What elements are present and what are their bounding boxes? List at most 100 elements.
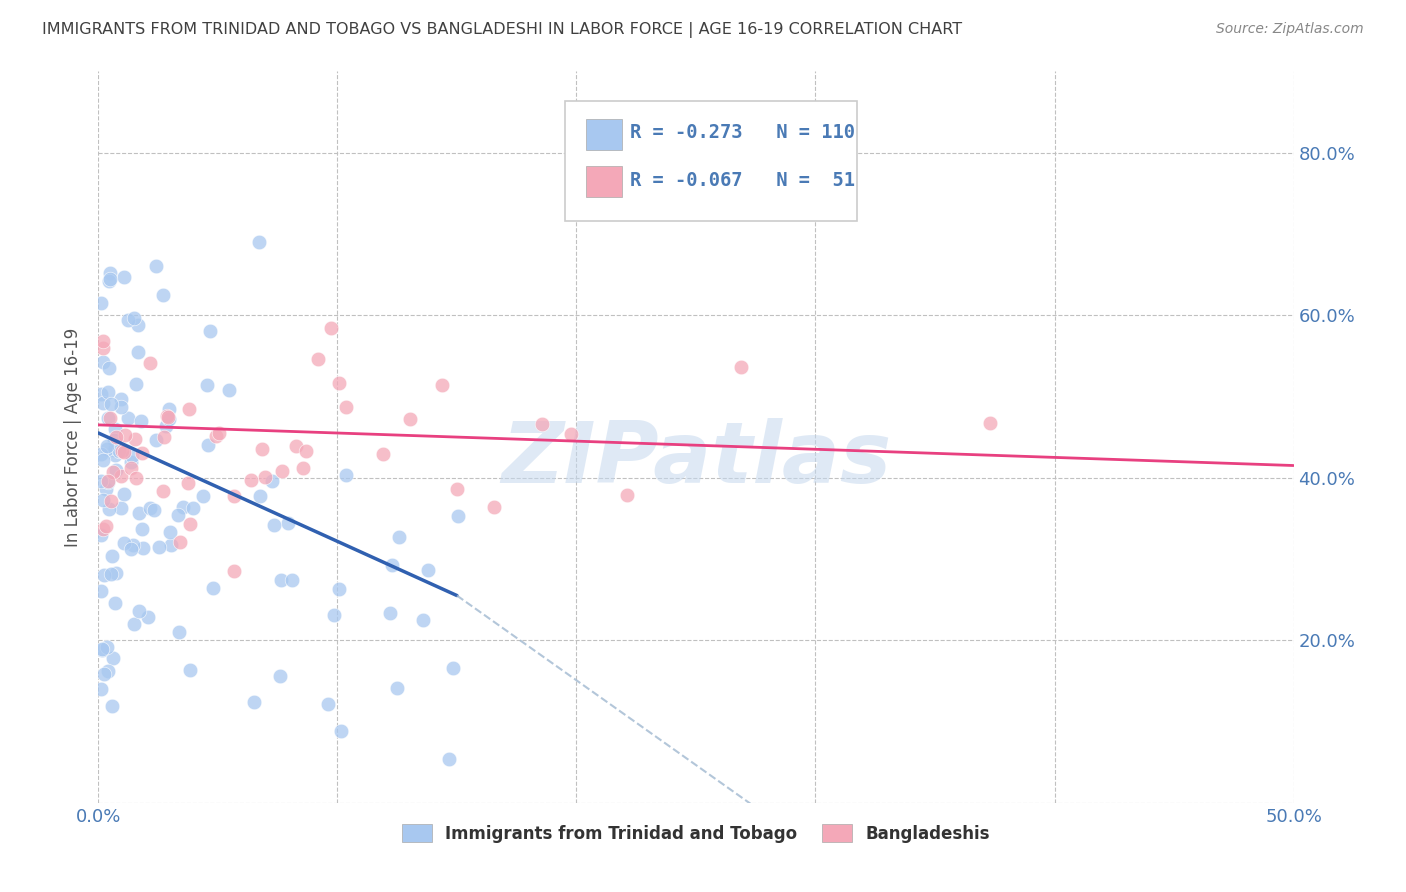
Point bbox=[484, 500, 506, 515]
Point bbox=[432, 377, 454, 392]
Point bbox=[249, 489, 271, 503]
Point bbox=[90, 643, 112, 657]
Point bbox=[307, 352, 329, 367]
Point bbox=[179, 516, 201, 531]
Point bbox=[730, 360, 752, 375]
Point bbox=[90, 527, 112, 541]
Point bbox=[127, 345, 149, 359]
Point bbox=[201, 581, 224, 595]
Point bbox=[122, 310, 145, 325]
Point bbox=[128, 604, 150, 618]
Point bbox=[295, 444, 318, 458]
Point bbox=[330, 723, 353, 738]
Point bbox=[152, 288, 174, 302]
Point bbox=[197, 438, 219, 452]
Point bbox=[101, 465, 124, 479]
Point bbox=[139, 356, 162, 370]
FancyBboxPatch shape bbox=[586, 119, 621, 150]
Text: R = -0.273   N = 110: R = -0.273 N = 110 bbox=[630, 123, 855, 143]
Point bbox=[122, 538, 145, 552]
Point bbox=[114, 428, 136, 442]
Point bbox=[104, 566, 127, 580]
Point bbox=[335, 468, 357, 483]
Point bbox=[127, 318, 149, 332]
Point bbox=[388, 530, 411, 544]
Point bbox=[112, 487, 135, 501]
Point bbox=[101, 698, 124, 713]
Point bbox=[530, 417, 553, 432]
Point bbox=[148, 541, 170, 555]
Point bbox=[91, 453, 114, 467]
Point bbox=[117, 312, 139, 326]
Legend: Immigrants from Trinidad and Tobago, Bangladeshis: Immigrants from Trinidad and Tobago, Ban… bbox=[395, 818, 997, 849]
Point bbox=[271, 464, 294, 478]
Point bbox=[103, 434, 125, 448]
Point bbox=[103, 443, 125, 458]
Point bbox=[124, 617, 146, 632]
Point bbox=[131, 522, 153, 536]
Point bbox=[277, 516, 299, 531]
Point bbox=[208, 426, 231, 441]
Point bbox=[128, 506, 150, 520]
Point bbox=[112, 444, 135, 458]
Point bbox=[412, 613, 434, 627]
Point bbox=[112, 269, 135, 284]
Point bbox=[323, 607, 346, 622]
Point bbox=[328, 582, 350, 596]
Point bbox=[179, 663, 201, 677]
Point bbox=[447, 508, 470, 523]
FancyBboxPatch shape bbox=[565, 101, 858, 221]
Text: R = -0.067   N =  51: R = -0.067 N = 51 bbox=[630, 171, 855, 190]
Point bbox=[90, 474, 112, 488]
Point bbox=[107, 443, 129, 458]
Point bbox=[153, 430, 176, 444]
Point bbox=[335, 400, 357, 414]
Point bbox=[121, 449, 143, 463]
Point bbox=[125, 376, 148, 391]
Point bbox=[91, 522, 114, 536]
Point bbox=[291, 461, 314, 475]
Point bbox=[104, 596, 127, 610]
Point bbox=[90, 682, 112, 697]
Point bbox=[156, 409, 179, 424]
Point bbox=[416, 564, 439, 578]
Point bbox=[177, 476, 200, 491]
Point bbox=[166, 508, 188, 523]
Point bbox=[139, 500, 162, 515]
Point bbox=[96, 442, 118, 456]
Point bbox=[169, 534, 191, 549]
Point bbox=[205, 428, 228, 442]
Point bbox=[97, 475, 120, 489]
Point bbox=[105, 430, 128, 444]
Text: Source: ZipAtlas.com: Source: ZipAtlas.com bbox=[1216, 22, 1364, 37]
Point bbox=[441, 661, 464, 675]
Point bbox=[93, 667, 115, 681]
Point bbox=[90, 296, 112, 310]
Point bbox=[98, 272, 121, 286]
Point bbox=[177, 401, 200, 416]
Point bbox=[145, 433, 167, 447]
Point bbox=[328, 376, 350, 390]
Point bbox=[143, 503, 166, 517]
Y-axis label: In Labor Force | Age 16-19: In Labor Force | Age 16-19 bbox=[65, 327, 83, 547]
Point bbox=[110, 500, 132, 515]
Point bbox=[104, 442, 127, 456]
Point bbox=[100, 566, 122, 581]
Point bbox=[132, 541, 155, 555]
Point bbox=[97, 385, 120, 400]
Point bbox=[136, 609, 159, 624]
Point bbox=[97, 474, 120, 488]
Point bbox=[260, 475, 283, 489]
Point bbox=[94, 519, 117, 533]
Point bbox=[263, 518, 285, 533]
Point bbox=[100, 549, 122, 563]
Point bbox=[281, 574, 304, 588]
Point bbox=[90, 584, 112, 599]
Point bbox=[270, 573, 292, 587]
Point bbox=[381, 558, 404, 572]
Point bbox=[120, 460, 142, 475]
Point bbox=[124, 433, 146, 447]
Point bbox=[91, 341, 114, 355]
Point bbox=[97, 664, 120, 678]
Point bbox=[560, 427, 582, 442]
